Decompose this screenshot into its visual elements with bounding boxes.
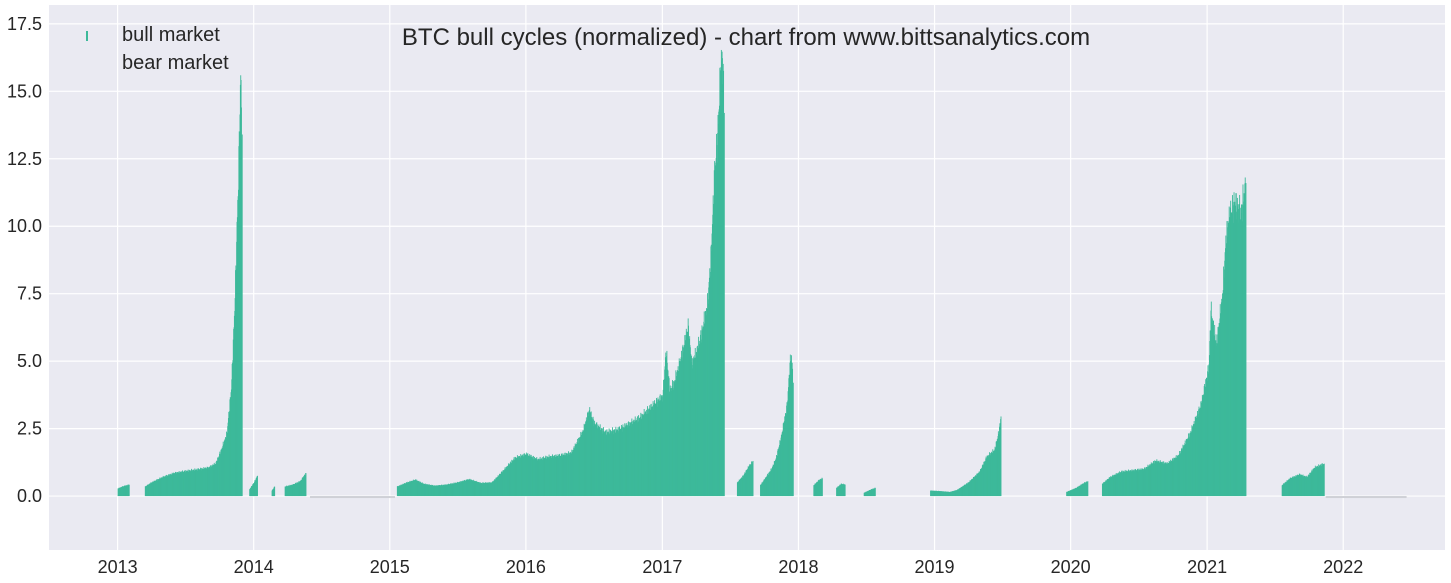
grid [49, 5, 1445, 550]
y-tick-label: 10.0 [7, 216, 42, 236]
legend: bull market bear market [86, 24, 229, 74]
legend-swatch-bull-market [86, 31, 88, 41]
y-tick-label: 17.5 [7, 14, 42, 34]
bar-segment [1325, 496, 1407, 499]
x-tick-label: 2022 [1323, 557, 1363, 577]
series-bull-market [117, 49, 1325, 497]
x-tick-label: 2015 [370, 557, 410, 577]
bar [1245, 183, 1247, 497]
x-tick-label: 2020 [1051, 557, 1091, 577]
bars [117, 49, 1407, 499]
x-tick-label: 2019 [915, 557, 955, 577]
x-tick-label: 2021 [1187, 557, 1227, 577]
x-tick-label: 2016 [506, 557, 546, 577]
y-tick-label: 12.5 [7, 149, 42, 169]
bar [792, 382, 794, 497]
x-tick-label: 2018 [778, 557, 818, 577]
legend-label-bull-market: bull market [122, 24, 220, 46]
series-bear-market [310, 496, 1407, 499]
bar [821, 478, 823, 497]
bar [1000, 416, 1002, 497]
y-tick-label: 0.0 [17, 486, 42, 506]
y-tick-label: 2.5 [17, 419, 42, 439]
bar [1087, 481, 1089, 497]
bar [128, 484, 130, 497]
bar [844, 484, 846, 497]
x-tick-label: 2014 [234, 557, 274, 577]
bar [874, 487, 876, 497]
y-axis-ticks: 0.0 2.5 5.0 7.5 10.0 12.5 15.0 17.5 [7, 14, 42, 506]
bar [257, 475, 258, 497]
bar [241, 134, 243, 497]
y-tick-label: 7.5 [17, 284, 42, 304]
legend-label-bear-market: bear market [122, 52, 229, 74]
bar [723, 112, 725, 497]
x-axis-ticks: 2013 2014 2015 2016 2017 2018 2019 2020 2021 2022 [98, 557, 1364, 577]
y-tick-label: 5.0 [17, 351, 42, 371]
chart-title: BTC bull cycles (normalized) - chart fro… [402, 24, 1090, 51]
bar [305, 473, 307, 497]
bar [752, 460, 754, 497]
x-tick-label: 2017 [642, 557, 682, 577]
bar-segment [310, 496, 396, 499]
x-tick-label: 2013 [98, 557, 138, 577]
y-tick-label: 15.0 [7, 81, 42, 101]
bar [1323, 463, 1325, 497]
bar [274, 486, 276, 497]
